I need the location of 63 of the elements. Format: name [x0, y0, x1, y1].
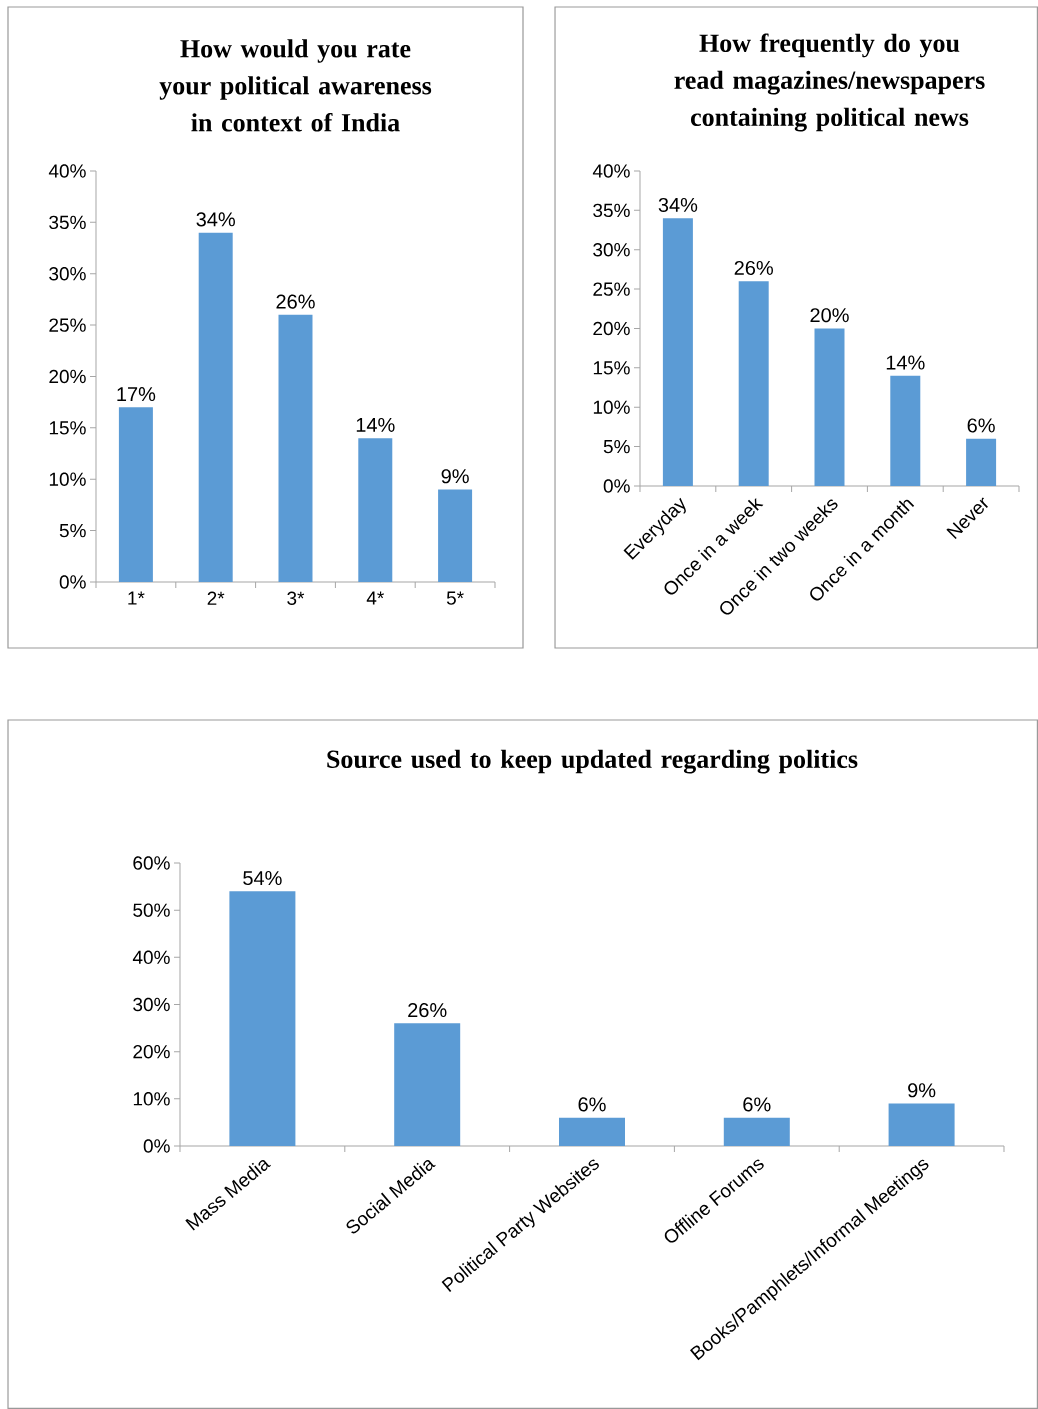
y-tick-label: 30% — [133, 997, 170, 1012]
bar — [229, 891, 296, 1146]
data-label: 54% — [243, 871, 282, 886]
y-tick-label: 5% — [59, 523, 86, 538]
data-label: 14% — [886, 355, 925, 370]
bar — [888, 1103, 955, 1146]
data-label: 34% — [658, 197, 698, 213]
x-tick-label: 3* — [287, 591, 305, 605]
y-tick-label: 25% — [49, 318, 86, 332]
data-label: 9% — [441, 469, 469, 484]
bar — [814, 328, 845, 486]
x-tick-label: 4* — [366, 591, 384, 605]
bar — [438, 489, 473, 582]
chart-title: Source used to keep updated regarding politics — [327, 749, 858, 774]
bar — [358, 438, 393, 582]
data-label: 6% — [743, 1097, 771, 1112]
y-tick-label: 0% — [603, 479, 630, 493]
y-tick-label: 20% — [49, 369, 86, 384]
y-tick-label: 40% — [592, 164, 630, 178]
y-tick-label: 15% — [593, 361, 630, 375]
y-tick-label: 35% — [593, 203, 630, 218]
data-label: 6% — [578, 1097, 606, 1112]
data-label: 26% — [408, 1003, 447, 1018]
bar — [118, 407, 153, 582]
y-tick-label: 10% — [133, 1092, 170, 1106]
y-tick-label: 25% — [593, 282, 630, 296]
bar — [738, 281, 769, 486]
bar — [966, 438, 997, 486]
y-tick-label: 30% — [49, 267, 86, 281]
chart-title: How would you rate your political awareness in context of India — [159, 39, 432, 132]
data-label: 17% — [117, 387, 156, 402]
y-tick-label: 60% — [133, 856, 170, 870]
data-label: 9% — [908, 1083, 936, 1098]
x-tick-label: 2* — [207, 591, 225, 605]
data-label: 20% — [810, 308, 849, 323]
data-label: 26% — [276, 294, 315, 309]
data-label: 14% — [356, 417, 395, 432]
y-tick-label: 0% — [143, 1139, 170, 1153]
y-tick-label: 35% — [49, 215, 86, 230]
data-label: 34% — [196, 212, 235, 227]
y-tick-label: 40% — [48, 164, 86, 178]
y-tick-label: 10% — [49, 472, 86, 486]
y-tick-label: 10% — [593, 400, 630, 414]
y-tick-label: 20% — [133, 1044, 170, 1059]
x-tick-label: 5* — [446, 591, 464, 605]
bar — [394, 1023, 461, 1146]
bar — [890, 375, 921, 486]
data-label: 6% — [967, 418, 995, 433]
x-tick-label: 1* — [128, 591, 145, 605]
y-tick-label: 15% — [49, 421, 86, 435]
y-tick-label: 50% — [133, 903, 170, 917]
bar — [723, 1117, 790, 1146]
chart-title: How frequently do you read magazines/newspapers containing political news — [674, 33, 985, 132]
y-tick-label: 20% — [593, 321, 630, 336]
bar — [559, 1117, 625, 1146]
y-tick-label: 5% — [603, 439, 630, 454]
bar — [198, 232, 233, 582]
data-label: 26% — [734, 260, 773, 276]
bar — [278, 314, 313, 582]
y-tick-label: 40% — [132, 950, 170, 965]
bar — [662, 218, 693, 486]
y-tick-label: 0% — [59, 575, 86, 589]
y-tick-label: 30% — [593, 243, 630, 257]
